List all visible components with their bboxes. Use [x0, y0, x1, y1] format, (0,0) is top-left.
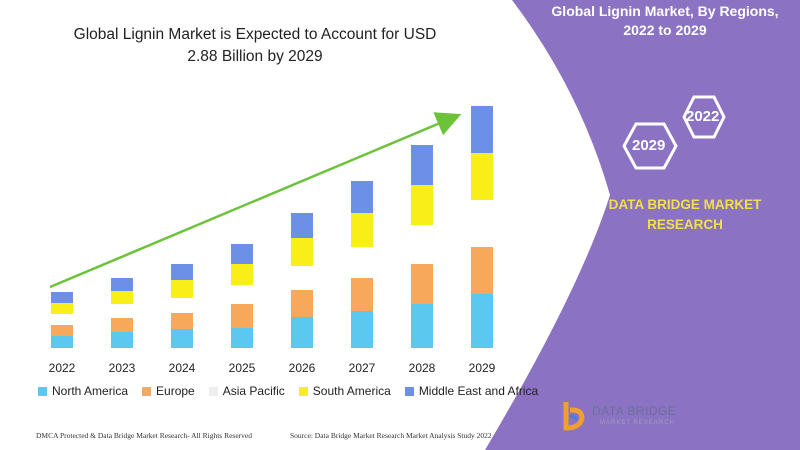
- bar-2022-middle-east-and-africa: [51, 292, 73, 303]
- x-tick-label: 2028: [409, 361, 436, 375]
- brand-line2: RESEARCH: [647, 217, 723, 232]
- bar-2022-asia-pacific: [51, 314, 73, 325]
- chart-title: Global Lignin Market is Expected to Acco…: [73, 26, 437, 65]
- bar-2029-europe: [471, 247, 493, 294]
- footer-copyright: DMCA Protected & Data Bridge Market Rese…: [36, 431, 252, 440]
- legend-swatch: [404, 386, 414, 396]
- legend-label: Middle East and Africa: [418, 384, 539, 398]
- bar-2029-asia-pacific: [471, 200, 493, 247]
- panel-title-line2: 2022 to 2029: [623, 22, 707, 38]
- bar-2024-asia-pacific: [171, 298, 193, 313]
- bar-2025-south-america: [231, 264, 253, 285]
- bar-2023-middle-east-and-africa: [111, 278, 133, 291]
- legend-label: Europe: [156, 384, 195, 398]
- bar-2026-north-america: [291, 317, 313, 348]
- bar-2023-south-america: [111, 291, 133, 304]
- x-tick-label: 2024: [169, 361, 196, 375]
- panel-title: Global Lignin Market, By Regions, 2022 t…: [540, 2, 790, 40]
- legend-item: Asia Pacific: [208, 384, 285, 398]
- trend-arrow: [49, 112, 462, 289]
- legend-label: South America: [312, 384, 391, 398]
- legend-item: Middle East and Africa: [404, 384, 539, 398]
- x-tick-label: 2025: [229, 361, 256, 375]
- bar-2024-north-america: [171, 329, 193, 348]
- bar-2029-south-america: [471, 153, 493, 200]
- bar-2023-europe: [111, 318, 133, 332]
- bar-2025-north-america: [231, 328, 253, 348]
- legend-swatch: [142, 386, 152, 396]
- bar-2028-south-america: [411, 185, 433, 225]
- x-tick-label: 2022: [49, 361, 76, 375]
- legend-label: North America: [52, 384, 129, 398]
- hexagon-2029: [622, 122, 678, 170]
- brand-line1: DATA BRIDGE MARKET: [608, 197, 762, 212]
- data-bridge-logo-icon: [563, 402, 585, 431]
- logo-name: DATA BRIDGE: [592, 404, 677, 418]
- bar-2025-europe: [231, 304, 253, 328]
- bar-2022-south-america: [51, 303, 73, 314]
- bar-2024-south-america: [171, 280, 193, 298]
- bar-2024-middle-east-and-africa: [171, 264, 193, 280]
- x-tick-label: 2029: [469, 361, 496, 375]
- bar-2026-europe: [291, 290, 313, 317]
- hex-label-2029: 2029: [632, 137, 666, 154]
- bar-2027-south-america: [351, 213, 373, 247]
- legend-item: South America: [298, 384, 391, 398]
- bar-2025-asia-pacific: [231, 285, 253, 304]
- legend-item: North America: [38, 384, 128, 398]
- footer-source: Source: Data Bridge Market Research Mark…: [290, 431, 492, 440]
- hex-label-2022: 2022: [686, 108, 720, 125]
- bar-2026-middle-east-and-africa: [291, 213, 313, 238]
- x-tick-label: 2027: [349, 361, 376, 375]
- bar-2029-north-america: [471, 294, 493, 348]
- brand-name: DATA BRIDGE MARKET RESEARCH: [600, 195, 770, 235]
- hexagon-2022: [682, 95, 726, 139]
- bar-2026-asia-pacific: [291, 266, 313, 290]
- bar-2028-north-america: [411, 304, 433, 348]
- bar-2027-asia-pacific: [351, 247, 373, 278]
- x-tick-label: 2026: [289, 361, 316, 375]
- bar-2027-middle-east-and-africa: [351, 181, 373, 213]
- bar-2028-asia-pacific: [411, 225, 433, 264]
- bar-2026-south-america: [291, 238, 313, 266]
- bar-2024-europe: [171, 313, 193, 329]
- logo-tagline: MARKET RESEARCH: [600, 420, 675, 426]
- bar-2022-europe: [51, 325, 73, 336]
- legend-swatch: [298, 386, 308, 396]
- panel-title-line1: Global Lignin Market, By Regions,: [551, 3, 779, 19]
- bar-2023-asia-pacific: [111, 304, 133, 318]
- bar-2023-north-america: [111, 332, 133, 348]
- chart-legend: North America Europe Asia Pacific South Ame…: [38, 384, 538, 398]
- legend-swatch: [208, 386, 218, 396]
- legend-label: Asia Pacific: [222, 384, 285, 398]
- legend-swatch: [38, 386, 47, 396]
- bar-2027-europe: [351, 278, 373, 311]
- legend-item: Europe: [142, 384, 195, 398]
- x-tick-label: 2023: [109, 361, 136, 375]
- bar-2029-middle-east-and-africa: [471, 106, 493, 153]
- bar-2025-middle-east-and-africa: [231, 244, 253, 264]
- bar-2028-middle-east-and-africa: [411, 145, 433, 185]
- bar-2028-europe: [411, 264, 433, 304]
- bar-2027-north-america: [351, 311, 373, 348]
- bar-2022-north-america: [51, 336, 73, 348]
